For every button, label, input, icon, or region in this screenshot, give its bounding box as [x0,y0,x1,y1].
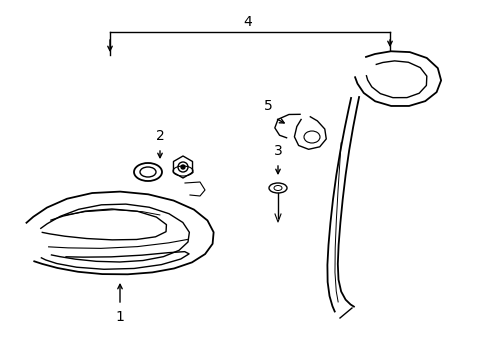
Text: 4: 4 [244,15,252,29]
Text: 1: 1 [116,310,124,324]
Text: 2: 2 [156,129,164,143]
Text: 3: 3 [273,144,282,158]
Text: 5: 5 [264,99,272,113]
Circle shape [181,165,185,169]
